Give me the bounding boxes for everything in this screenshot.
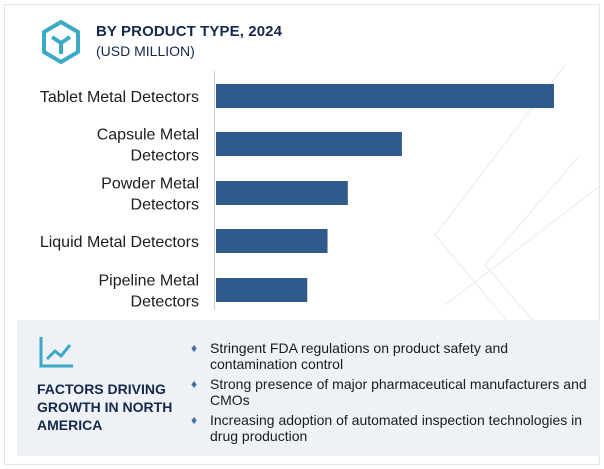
factor-text: Increasing adoption of automated inspect… bbox=[210, 412, 583, 444]
chart-title: BY PRODUCT TYPE, 2024 bbox=[96, 23, 283, 40]
factor-item: ♦ Stringent FDA regulations on product s… bbox=[191, 340, 596, 372]
factors-title: FACTORS DRIVING GROWTH IN NORTH AMERICA bbox=[37, 381, 173, 433]
factor-item: ♦ Strong presence of major pharmaceutica… bbox=[191, 376, 596, 408]
bar-chart: Tablet Metal Detectors Capsule Metal Detec… bbox=[40, 71, 554, 311]
bar bbox=[216, 132, 402, 156]
diamond-bullet-icon: ♦ bbox=[191, 377, 198, 391]
category-label: Capsule Metal Detectors bbox=[97, 127, 199, 165]
bar bbox=[216, 278, 308, 302]
factors-list: ♦ Stringent FDA regulations on product s… bbox=[191, 340, 596, 448]
factors-panel: FACTORS DRIVING GROWTH IN NORTH AMERICA … bbox=[17, 320, 600, 456]
hexagon-cube-icon bbox=[42, 20, 80, 64]
category-label: Tablet Metal Detectors bbox=[40, 89, 199, 106]
bar bbox=[216, 181, 348, 205]
category-label: Pipeline Metal Detectors bbox=[99, 273, 200, 311]
bar bbox=[216, 229, 328, 253]
factor-item: ♦ Increasing adoption of automated inspe… bbox=[191, 412, 596, 444]
diamond-bullet-icon: ♦ bbox=[191, 413, 198, 427]
factor-text: Strong presence of major pharmaceutical … bbox=[210, 376, 587, 408]
category-label: Powder Metal Detectors bbox=[101, 176, 199, 214]
factor-text: Stringent FDA regulations on product saf… bbox=[210, 340, 509, 372]
diamond-bullet-icon: ♦ bbox=[191, 341, 198, 355]
chart-subtitle: (USD MILLION) bbox=[96, 43, 195, 59]
category-label: Liquid Metal Detectors bbox=[40, 234, 199, 251]
bar bbox=[216, 84, 554, 108]
trend-line-icon bbox=[39, 337, 73, 368]
